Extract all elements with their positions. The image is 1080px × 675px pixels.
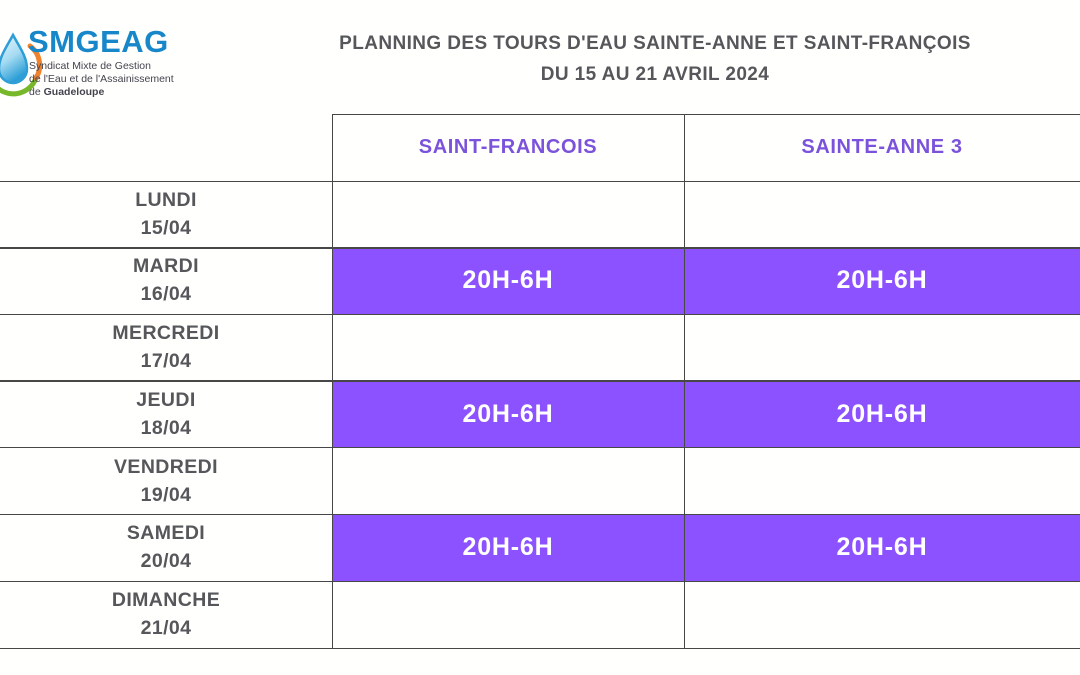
day-label: SAMEDI	[126, 522, 206, 544]
day-cell-dimanche: DIMANCHE 21/04	[0, 581, 332, 648]
day-cell-mercredi: MERCREDI 17/04	[0, 314, 332, 381]
page-title-line1: PLANNING DES TOURS D'EAU SAINTE-ANNE ET …	[339, 33, 971, 54]
day-cell-vendredi: VENDREDI 19/04	[0, 448, 332, 514]
day-label: VENDREDI	[114, 455, 218, 478]
day-date: 18/04	[140, 417, 192, 439]
schedule-cell-sainte-anne: 20H-6H	[684, 381, 1080, 448]
table-border	[0, 313, 1080, 316]
schedule-cell-saint-francois	[332, 314, 684, 381]
day-date: 21/04	[140, 617, 192, 639]
schedule-cell-saint-francois	[332, 448, 684, 514]
day-label: DIMANCHE	[111, 589, 221, 611]
schedule-cell-sainte-anne	[684, 448, 1080, 514]
table-border	[332, 114, 1080, 116]
schedule-cell-saint-francois: 20H-6H	[332, 381, 684, 448]
column-header-sainte-anne: SAINTE-ANNE 3	[684, 114, 1080, 181]
table-border	[0, 447, 1080, 449]
table-border	[684, 114, 686, 649]
day-label: LUNDI	[135, 188, 197, 211]
day-date: 19/04	[140, 483, 192, 506]
table-border	[0, 513, 1080, 515]
table-border	[332, 114, 334, 649]
day-cell-lundi: LUNDI 15/04	[0, 181, 332, 247]
day-label: MERCREDI	[112, 322, 220, 344]
brand-wordmark: SMGEAG	[28, 24, 169, 59]
schedule-cell-sainte-anne	[684, 314, 1080, 381]
day-date: 17/04	[140, 350, 192, 372]
smgeag-logo: SMGEAG Syndicat Mixte de Gestion de l'Ea…	[0, 22, 200, 102]
brand-subtitle: Syndicat Mixte de Gestion de l'Eau et de…	[29, 60, 174, 99]
schedule-cell-saint-francois: 20H-6H	[332, 514, 684, 581]
table-border	[0, 647, 1080, 649]
table-border	[0, 180, 1080, 182]
column-header-saint-francois: SAINT-FRANCOIS	[332, 114, 684, 181]
schedule-cell-saint-francois: 20H-6H	[332, 247, 684, 314]
day-label: MARDI	[133, 255, 199, 277]
schedule-cell-sainte-anne	[684, 581, 1080, 648]
brand-subtitle-line3: de Guadeloupe	[29, 86, 105, 98]
day-cell-samedi: SAMEDI 20/04	[0, 514, 332, 581]
schedule-cell-sainte-anne	[684, 181, 1080, 247]
table-border	[0, 580, 1080, 583]
day-date: 15/04	[140, 216, 192, 239]
page-title: PLANNING DES TOURS D'EAU SAINTE-ANNE ET …	[235, 28, 1075, 90]
day-cell-jeudi: JEUDI 18/04	[0, 381, 332, 448]
day-label: JEUDI	[136, 389, 196, 411]
table-border	[0, 247, 1080, 249]
schedule-cell-sainte-anne: 20H-6H	[684, 247, 1080, 314]
table-border	[0, 380, 1080, 382]
water-drop-icon	[0, 32, 44, 98]
day-date: 16/04	[140, 283, 192, 305]
page-title-line2: DU 15 AU 21 AVRIL 2024	[540, 64, 770, 85]
schedule-cell-saint-francois	[332, 581, 684, 648]
day-cell-mardi: MARDI 16/04	[0, 247, 332, 314]
schedule-table: SAINT-FRANCOIS SAINTE-ANNE 3 LUNDI 15/04…	[0, 114, 1080, 648]
schedule-cell-sainte-anne: 20H-6H	[684, 514, 1080, 581]
brand-subtitle-line1: Syndicat Mixte de Gestion	[29, 60, 151, 72]
brand-subtitle-line2: de l'Eau et de l'Assainissement	[29, 73, 174, 85]
day-date: 20/04	[140, 550, 192, 572]
schedule-cell-saint-francois	[332, 181, 684, 247]
header-spacer	[0, 114, 332, 181]
